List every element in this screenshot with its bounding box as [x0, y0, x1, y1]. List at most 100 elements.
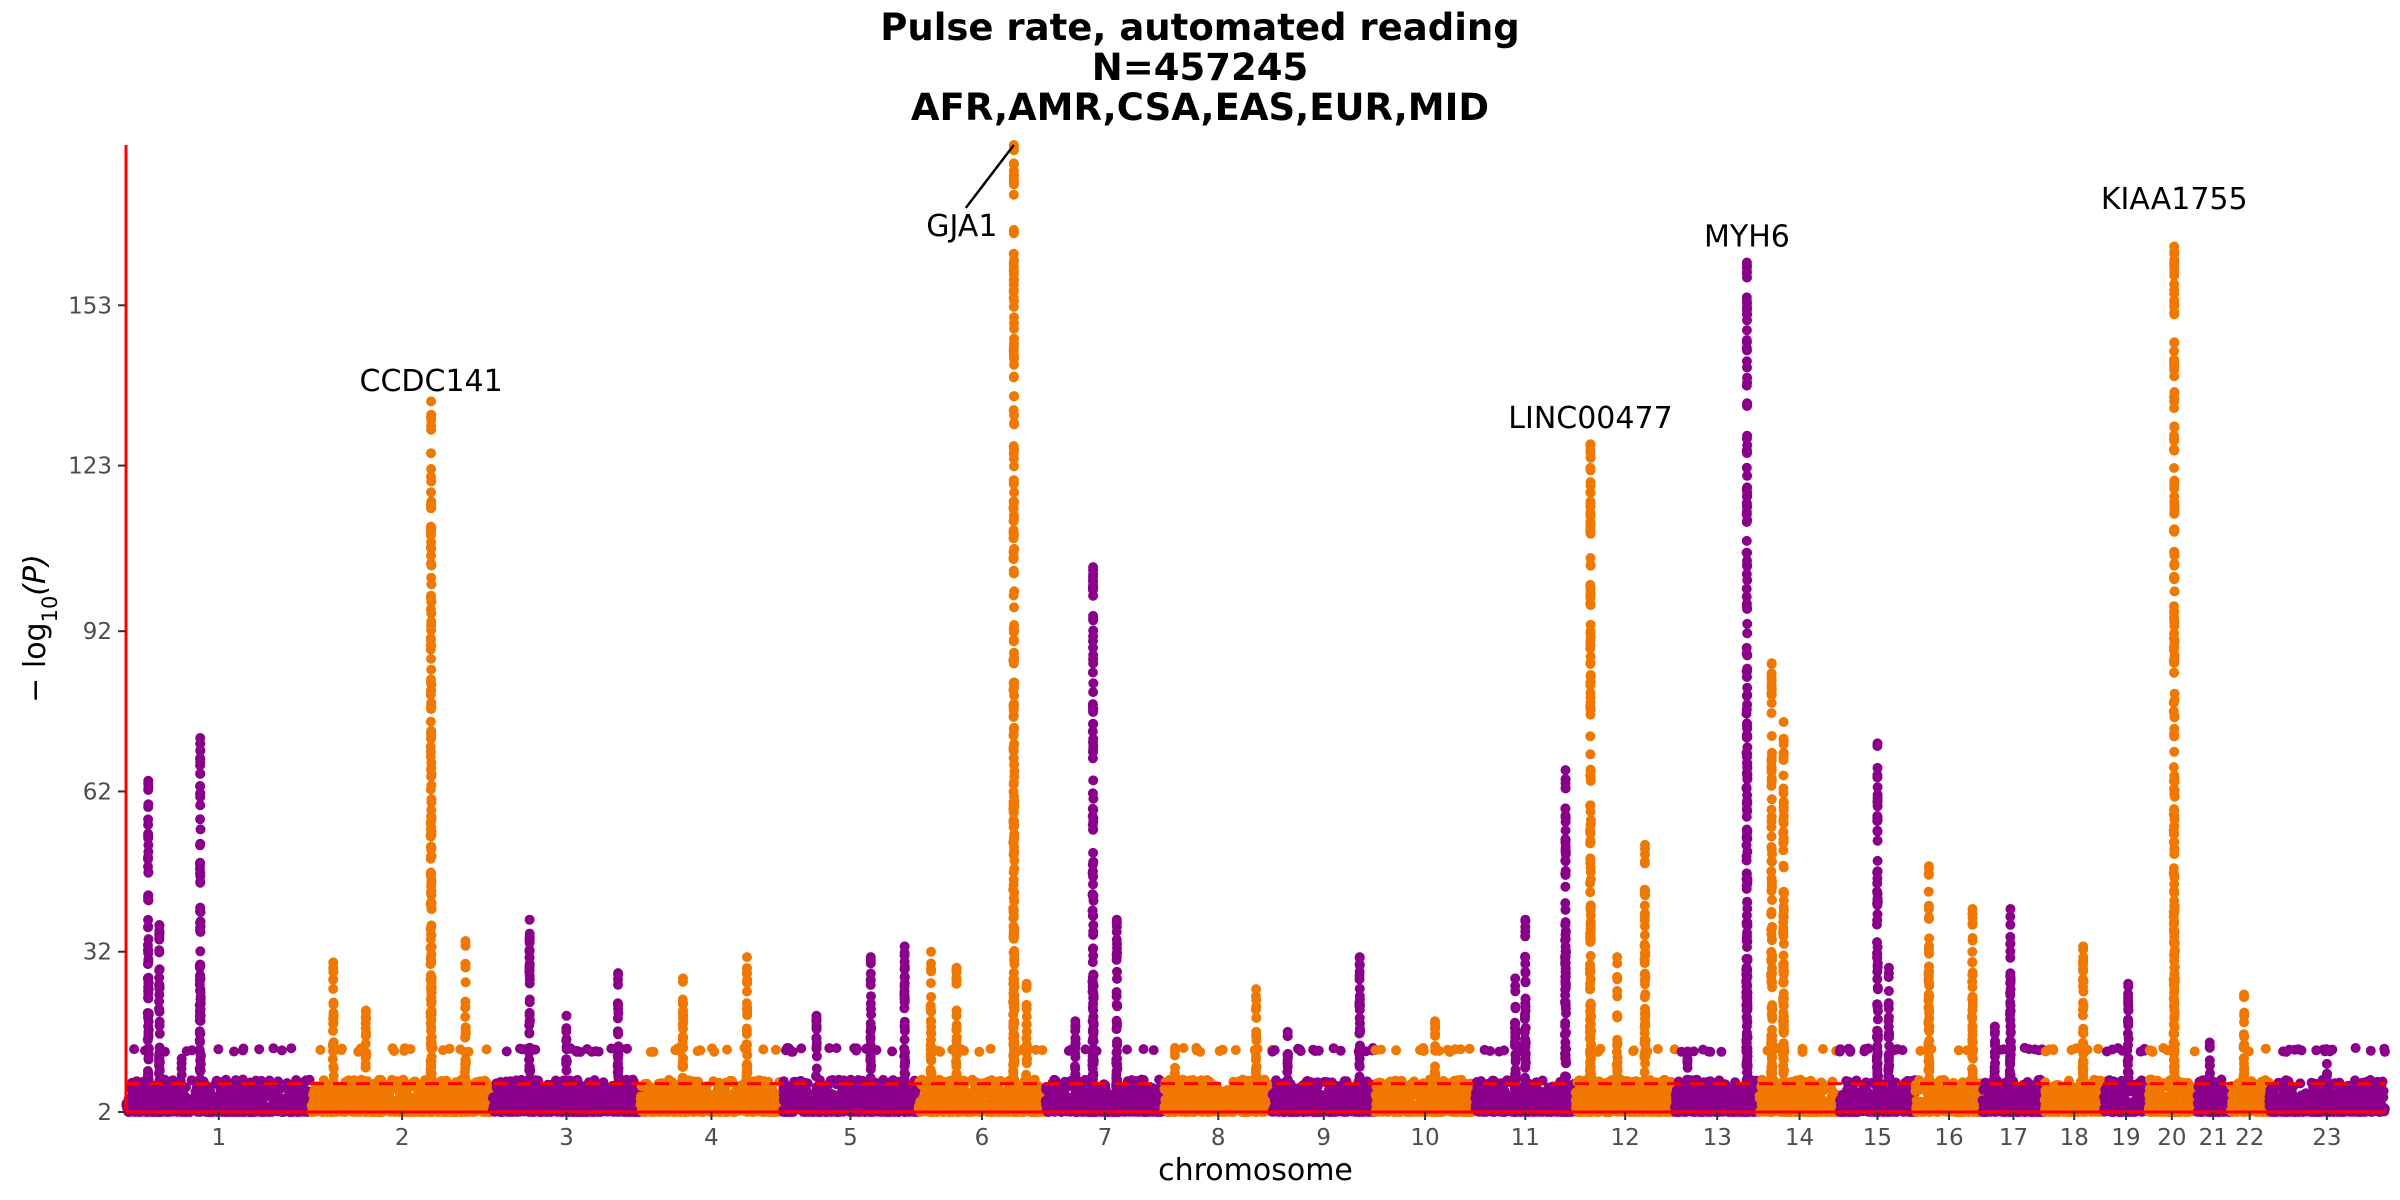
snp-point — [312, 1085, 323, 1096]
snp-point — [590, 1099, 601, 1110]
snp-point — [778, 1083, 789, 1094]
chromosome-4-points — [635, 1042, 788, 1117]
snp-point — [1150, 1085, 1161, 1095]
snp-point — [1212, 1091, 1223, 1102]
snp-point — [1225, 1085, 1235, 1096]
snp-point — [636, 1100, 647, 1111]
snp-point — [1340, 1080, 1350, 1091]
snp-point — [550, 1084, 561, 1095]
snp-point — [1375, 1044, 1386, 1055]
chart-title: Pulse rate, automated reading — [880, 6, 1520, 49]
snp-point — [1148, 1045, 1159, 1056]
snp-point — [692, 1046, 703, 1057]
snp-point — [1312, 1081, 1323, 1092]
snp-point — [1223, 1101, 1234, 1112]
snp-point — [371, 1101, 382, 1112]
snp-point — [496, 1091, 507, 1101]
snp-point — [580, 1085, 591, 1096]
snp-point — [1494, 1046, 1505, 1057]
snp-point — [534, 1097, 545, 1108]
points-layer — [121, 140, 2390, 1117]
snp-point — [1384, 1084, 1395, 1095]
snp-point — [758, 1044, 769, 1055]
snp-point — [437, 1094, 448, 1105]
snp-point — [128, 1086, 139, 1097]
snp-point — [648, 1098, 659, 1109]
snp-point — [1479, 1044, 1490, 1055]
snp-point — [1310, 1089, 1321, 1100]
snp-point — [722, 1044, 732, 1055]
snp-point — [1450, 1044, 1461, 1055]
snp-point — [770, 1044, 781, 1055]
snp-point — [276, 1045, 287, 1056]
snp-point — [796, 1043, 807, 1054]
snp-point — [1415, 1045, 1425, 1055]
snp-point — [1191, 1045, 1202, 1056]
snp-point — [292, 1105, 303, 1116]
snp-point — [1372, 1091, 1383, 1102]
snp-point — [400, 1043, 411, 1054]
snp-point — [755, 1084, 766, 1095]
snp-point — [1297, 1080, 1308, 1091]
snp-point — [645, 1047, 656, 1057]
snp-point — [800, 1105, 811, 1116]
snp-point — [389, 1046, 400, 1056]
snp-point — [315, 1044, 326, 1055]
snp-point — [824, 1043, 835, 1054]
snp-point — [622, 1043, 632, 1054]
snp-point — [593, 1046, 604, 1057]
snp-point — [287, 1086, 298, 1097]
snp-point — [1420, 1095, 1431, 1106]
snp-point — [1182, 1091, 1193, 1102]
snp-point — [268, 1043, 279, 1054]
snp-point — [783, 1043, 794, 1054]
snp-point — [985, 1043, 996, 1054]
snp-point — [1269, 1089, 1280, 1100]
snp-point — [1310, 1046, 1321, 1057]
snp-point — [438, 1045, 449, 1056]
snp-point — [237, 1045, 248, 1056]
snp-point — [1041, 1099, 1052, 1110]
snp-point — [1100, 1080, 1111, 1091]
snp-point — [1391, 1045, 1402, 1056]
snp-point — [254, 1093, 265, 1104]
snp-point — [229, 1046, 239, 1057]
snp-point — [851, 1045, 862, 1056]
snp-point — [1332, 1087, 1343, 1098]
snp-point — [1335, 1045, 1346, 1056]
snp-point — [788, 1099, 799, 1110]
snp-point — [723, 1096, 734, 1107]
snp-point — [181, 1046, 192, 1057]
snp-point — [698, 1096, 709, 1107]
snp-point — [1293, 1043, 1304, 1054]
snp-point — [398, 1105, 409, 1116]
snp-point — [1178, 1043, 1189, 1053]
snp-point — [974, 1046, 985, 1057]
snp-point — [397, 1080, 408, 1091]
snp-point — [1324, 1084, 1334, 1095]
snp-point — [1195, 1080, 1206, 1091]
snp-point — [129, 1044, 140, 1055]
snp-point — [1230, 1045, 1241, 1055]
snp-point — [1214, 1046, 1225, 1056]
snp-point — [512, 1095, 522, 1106]
snp-point — [166, 1084, 177, 1095]
chart-subtitle-ancestry: AFR,AMR,CSA,EAS,EUR,MID — [910, 86, 1490, 129]
snp-point — [882, 1094, 893, 1105]
snp-point — [501, 1046, 512, 1057]
snp-point — [409, 1097, 420, 1108]
snp-point — [237, 1074, 248, 1085]
snp-point — [246, 1098, 257, 1109]
chart-subtitle: N=457245 — [1091, 46, 1309, 89]
snp-point — [1058, 1084, 1069, 1095]
snp-point — [1387, 1101, 1398, 1112]
snp-point — [660, 1105, 671, 1116]
chromosome-10-points — [1370, 1043, 1480, 1117]
snp-point — [481, 1044, 492, 1055]
snp-point — [887, 1046, 898, 1057]
snp-point — [274, 1095, 285, 1106]
snp-point — [1241, 1085, 1252, 1096]
chromosome-7-points — [1040, 1044, 1169, 1117]
snp-point — [1138, 1044, 1149, 1055]
snp-point — [1122, 1044, 1132, 1055]
